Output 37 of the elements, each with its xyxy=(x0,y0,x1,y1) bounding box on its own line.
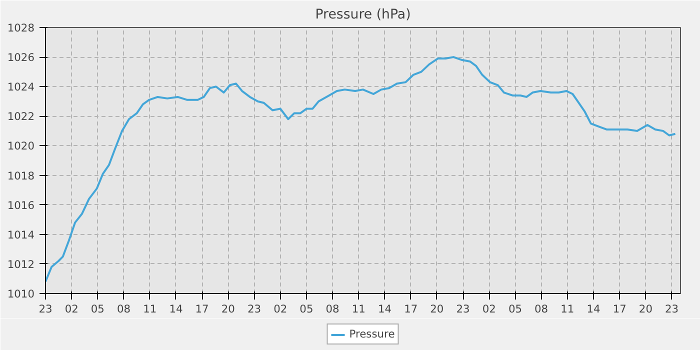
x-tick-label: 17 xyxy=(404,302,418,316)
y-tick-label: 1026 xyxy=(7,51,35,64)
x-tick-label: 14 xyxy=(378,302,392,316)
y-tick-label: 1012 xyxy=(7,258,35,271)
x-tick-label: 05 xyxy=(90,302,104,316)
x-tick-label: 02 xyxy=(64,302,78,316)
y-tick-label: 1024 xyxy=(7,80,35,94)
x-tick-label: 14 xyxy=(586,302,601,316)
x-tick-label: 05 xyxy=(508,302,522,316)
x-tick-label: 11 xyxy=(352,302,366,316)
x-tick-label: 20 xyxy=(430,302,444,316)
x-tick-label: 23 xyxy=(38,302,52,316)
x-tick-label: 11 xyxy=(143,302,157,316)
x-tick-label: 08 xyxy=(326,302,340,316)
x-tick-label: 14 xyxy=(169,302,183,316)
x-tick-label: 20 xyxy=(638,302,653,316)
x-tick-label: 23 xyxy=(665,302,679,316)
x-tick-label: 20 xyxy=(221,302,236,316)
x-tick-label: 02 xyxy=(482,302,496,316)
y-tick-label: 1020 xyxy=(7,140,35,153)
legend-label: Pressure xyxy=(349,328,395,340)
x-tick-label: 05 xyxy=(300,302,314,316)
x-tick-label: 11 xyxy=(560,302,574,316)
x-tick-label: 17 xyxy=(612,302,626,316)
x-tick-label: 02 xyxy=(274,302,288,316)
y-tick-label: 1018 xyxy=(7,169,35,182)
x-tick-label: 23 xyxy=(247,302,262,316)
y-tick-label: 1010 xyxy=(7,288,35,300)
y-tick-label: 1022 xyxy=(7,110,35,124)
y-tick-label: 1016 xyxy=(7,198,35,212)
x-tick-label: 08 xyxy=(534,302,548,316)
x-tick-label: 23 xyxy=(456,302,470,316)
chart-title: Pressure (hPa) xyxy=(315,8,411,22)
y-tick-label: 1028 xyxy=(7,22,35,34)
x-tick-label: 08 xyxy=(117,302,131,316)
x-tick-label: 17 xyxy=(195,302,209,316)
y-tick-label: 1014 xyxy=(7,228,35,242)
